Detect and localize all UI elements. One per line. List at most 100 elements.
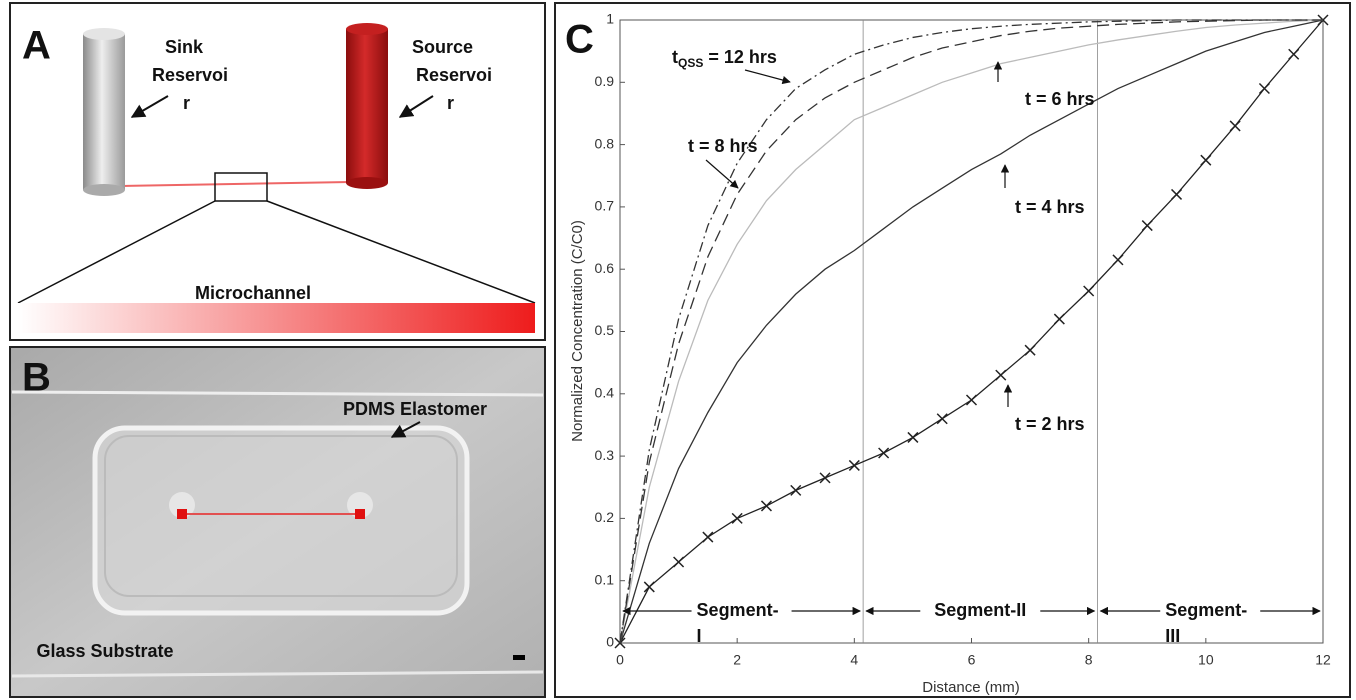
panel-b: B PDMS Elastomer Glass Substrate xyxy=(9,346,546,698)
x-marker xyxy=(1141,220,1153,232)
annotation-text: t = 8 hrs xyxy=(688,136,758,156)
port xyxy=(169,492,195,518)
annotation-text: t xyxy=(672,47,678,67)
annotation-text: t = 2 hrs xyxy=(1015,414,1085,434)
annotation: t = 6 hrs xyxy=(1025,89,1095,109)
sink-top xyxy=(83,28,125,40)
panel-label: C xyxy=(565,18,594,62)
x-tick-label: 8 xyxy=(1085,652,1093,668)
sink-bottom xyxy=(83,184,125,196)
sink-cylinder xyxy=(83,34,125,190)
y-tick-label: 0.1 xyxy=(595,571,615,587)
x-marker xyxy=(1200,154,1212,166)
reservoir-dot xyxy=(355,509,365,519)
x-marker xyxy=(907,431,919,443)
x-marker xyxy=(1288,48,1300,60)
y-tick-label: 0.7 xyxy=(595,198,615,214)
x-tick-label: 10 xyxy=(1198,652,1214,668)
glass-label: Glass Substrate xyxy=(36,641,173,661)
x-tick-label: 0 xyxy=(616,652,624,668)
x-marker xyxy=(819,472,831,484)
source-label: Reservoi xyxy=(416,65,492,85)
channel-gradient xyxy=(18,303,535,333)
x-marker xyxy=(760,500,772,512)
pdms-label: PDMS Elastomer xyxy=(343,399,487,419)
arrow xyxy=(390,421,421,438)
annotation-text: t = 6 hrs xyxy=(1025,89,1095,109)
y-tick-label: 0.2 xyxy=(595,509,615,525)
x-tick-label: 4 xyxy=(850,652,858,668)
x-marker xyxy=(1229,120,1241,132)
annotation: t = 2 hrs xyxy=(1015,414,1085,434)
panel-a: A Sink Reservoi r Source Reservoi r Micr… xyxy=(9,2,546,341)
y-tick-label: 0 xyxy=(606,634,614,650)
line-series xyxy=(619,19,1323,644)
y-tick-label: 0.3 xyxy=(595,447,615,463)
x-marker xyxy=(848,459,860,471)
zoom-line xyxy=(17,200,216,304)
y-tick-label: 0.9 xyxy=(595,73,615,89)
x-marker xyxy=(965,394,978,406)
x-marker xyxy=(936,413,948,425)
y-axis-label: Normalized Concentration (C/C0) xyxy=(569,220,586,442)
segment-label: III xyxy=(1165,626,1180,646)
reservoir-dot xyxy=(177,509,187,519)
line-series xyxy=(619,19,1324,644)
annotation: t = 8 hrs xyxy=(688,136,758,156)
annotation: tQSS = 12 hrs xyxy=(672,47,777,70)
segment-label: Segment- xyxy=(697,600,779,620)
annotation-arrow xyxy=(705,159,739,189)
scale-bar xyxy=(513,655,525,660)
x-marker xyxy=(790,484,802,496)
x-marker xyxy=(673,556,685,568)
zoom-box xyxy=(214,172,268,202)
x-marker xyxy=(1171,188,1183,200)
pdms-block xyxy=(92,425,470,616)
arrow xyxy=(130,95,169,118)
source-label: Source xyxy=(412,37,473,57)
x-marker xyxy=(1258,82,1270,95)
sink-label: Sink xyxy=(165,37,204,57)
x-tick-label: 6 xyxy=(968,652,976,668)
x-marker xyxy=(1083,285,1095,297)
panel-c: C Distance (mm) Normalized Concentration… xyxy=(554,2,1351,698)
source-bottom xyxy=(346,177,388,189)
x-marker xyxy=(995,369,1007,381)
x-tick-label: 12 xyxy=(1315,652,1331,668)
line-series xyxy=(619,19,1323,644)
x-marker xyxy=(1053,313,1065,325)
port xyxy=(347,492,373,518)
pdms-inner xyxy=(104,435,458,597)
annotation-arrow xyxy=(744,69,791,85)
annotation: t = 4 hrs xyxy=(1015,197,1085,217)
y-tick-label: 1 xyxy=(606,11,614,27)
annotation-sub: QSS xyxy=(678,56,703,70)
line-series xyxy=(619,19,1324,644)
annotation-text: t = 4 hrs xyxy=(1015,197,1085,217)
x-tick-label: 2 xyxy=(733,652,741,668)
y-tick-label: 0.5 xyxy=(595,322,615,338)
source-cylinder xyxy=(346,29,388,183)
x-marker xyxy=(702,531,714,543)
x-marker xyxy=(1024,344,1036,356)
panel-label: B xyxy=(22,356,51,400)
x-marker xyxy=(1112,254,1124,266)
glass-edge xyxy=(11,390,544,397)
x-axis-label: Distance (mm) xyxy=(922,679,1020,696)
annotation-text: = 12 hrs xyxy=(703,47,777,67)
channel-label: Microchannel xyxy=(195,283,311,303)
source-top xyxy=(346,23,388,35)
channel-line xyxy=(121,181,351,187)
arrow xyxy=(398,95,434,118)
glass-edge xyxy=(11,670,544,678)
y-tick-label: 0.6 xyxy=(595,260,615,276)
x-marker xyxy=(643,581,655,593)
segment-label: Segment-II xyxy=(934,600,1026,620)
panel-frame xyxy=(554,2,1351,698)
sink-label: r xyxy=(183,93,190,113)
y-tick-label: 0.8 xyxy=(595,135,615,151)
x-marker xyxy=(878,447,890,459)
zoom-line xyxy=(266,200,536,304)
sink-label: Reservoi xyxy=(152,65,228,85)
y-tick-label: 0.4 xyxy=(595,385,615,401)
